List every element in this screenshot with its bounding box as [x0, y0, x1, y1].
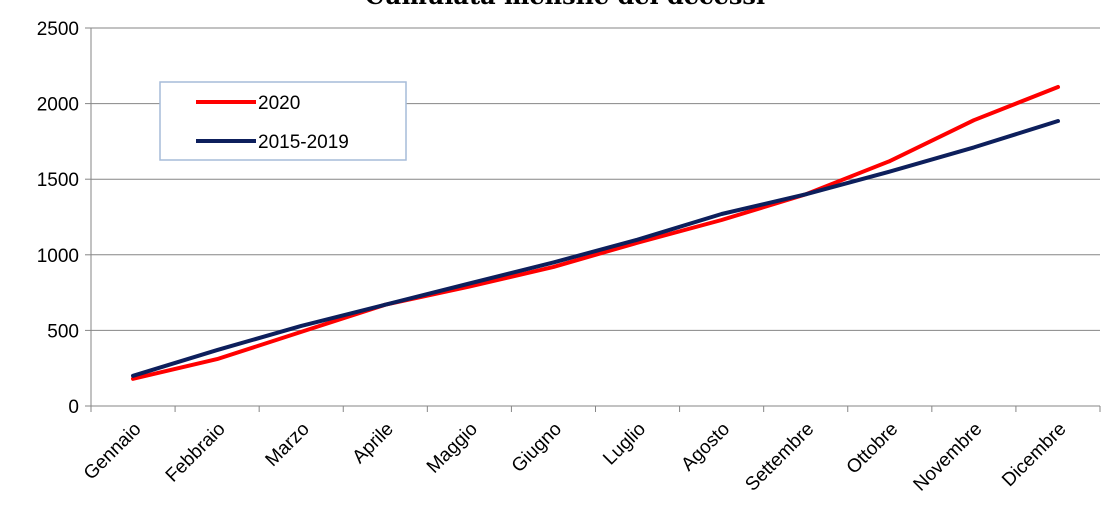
x-tick-label: Novembre — [910, 419, 987, 496]
series-lines — [131, 85, 1060, 381]
legend-box — [159, 81, 407, 161]
legend-label-2015-2019: 2015-2019 — [258, 132, 349, 153]
y-tick-label: 1500 — [37, 170, 79, 191]
y-tick-label: 1000 — [37, 246, 79, 267]
x-tick-label: Febbraio — [162, 419, 230, 487]
x-tick-label: Aprile — [349, 419, 398, 468]
grid-lines — [91, 27, 1100, 331]
legend-label-2020: 2020 — [258, 93, 300, 114]
x-tick-label: Agosto — [677, 419, 734, 476]
y-tick-label: 2000 — [37, 95, 79, 116]
x-tick-label: Maggio — [423, 419, 482, 478]
y-tick-label: 500 — [47, 321, 79, 342]
chart-title: Cumulata mensile dei decessi — [365, 0, 765, 10]
x-tick-label: Marzo — [262, 419, 314, 471]
legend: 2020 2015-2019 — [159, 81, 407, 161]
y-tick-label: 2500 — [37, 19, 79, 40]
series-line-2020 — [131, 85, 1060, 381]
x-tick-label: Dicembre — [998, 419, 1070, 491]
x-tick-label: Settembre — [741, 419, 818, 496]
x-tick-label: Giugno — [508, 419, 566, 477]
y-tick-label: 0 — [68, 397, 79, 418]
series-line-2015-2019 — [131, 119, 1060, 378]
x-tick-label: Gennaio — [80, 419, 146, 485]
x-tick-label: Luglio — [599, 419, 650, 470]
x-tick-label: Ottobre — [843, 419, 903, 479]
